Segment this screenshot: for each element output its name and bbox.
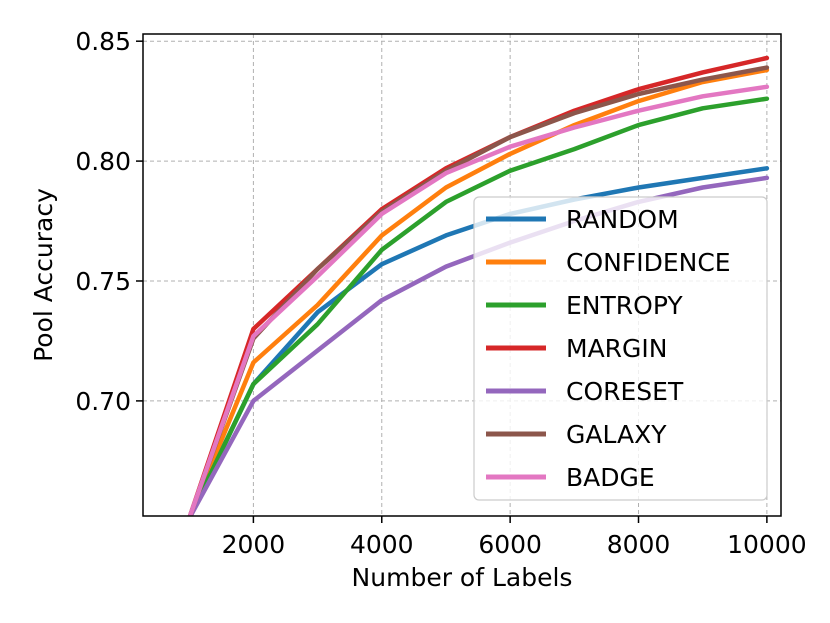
y-axis-label: Pool Accuracy (29, 188, 58, 362)
legend: RANDOM CONFIDENCE ENTROPY MARGIN CORESET GALA… (473, 196, 768, 501)
legend-label-margin: MARGIN (566, 334, 668, 363)
x-axis-label: Number of Labels (352, 563, 573, 592)
x-tick-label: 6000 (478, 530, 542, 559)
x-tick-label: 10000 (727, 530, 807, 559)
series-line-entropy (187, 96, 770, 516)
legend-label-coreset: CORESET (566, 377, 684, 406)
series-line-badge (187, 84, 770, 516)
legend-label-entropy: ENTROPY (566, 291, 683, 320)
y-tick-label: 0.75 (75, 267, 131, 296)
x-tick-label: 4000 (350, 530, 414, 559)
axis-ticks: 2000 4000 6000 8000 10000 0.70 0.75 0.80 0.85 (75, 27, 806, 559)
series-line-confidence (187, 67, 770, 516)
legend-label-confidence: CONFIDENCE (566, 248, 731, 277)
y-tick-label: 0.70 (75, 387, 131, 416)
series-lines (187, 55, 770, 516)
legend-box (473, 196, 768, 501)
y-tick-label: 0.85 (75, 27, 131, 56)
plot-frame (142, 33, 782, 517)
legend-label-galaxy: GALAXY (566, 420, 667, 449)
x-tick-label: 8000 (607, 530, 671, 559)
x-tick-label: 2000 (222, 530, 286, 559)
legend-label-badge: BADGE (566, 463, 655, 492)
y-tick-label: 0.80 (75, 147, 131, 176)
legend-label-random: RANDOM (566, 205, 679, 234)
